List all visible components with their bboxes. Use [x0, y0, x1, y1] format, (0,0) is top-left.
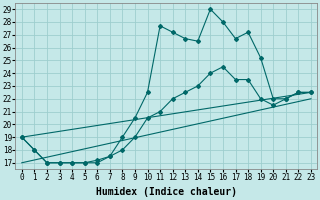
X-axis label: Humidex (Indice chaleur): Humidex (Indice chaleur) — [96, 187, 237, 197]
